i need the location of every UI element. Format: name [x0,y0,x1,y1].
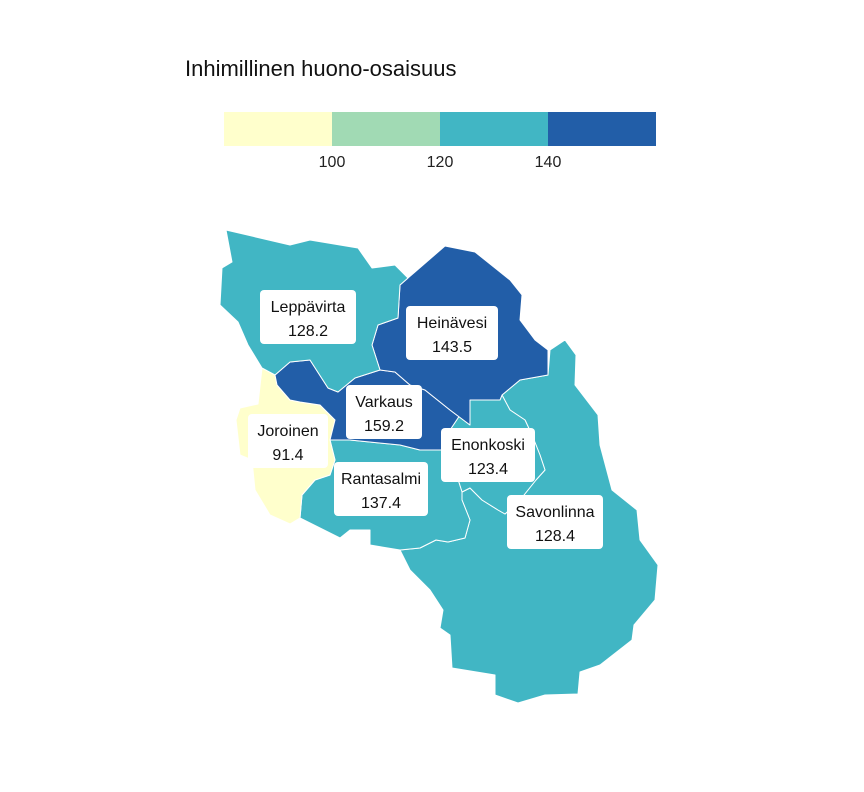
region-name: Varkaus [355,394,413,411]
label-box [441,428,535,482]
region-name: Savonlinna [515,504,594,521]
region-name: Heinävesi [417,315,487,332]
legend-swatch-1 [224,112,332,146]
region-value: 159.2 [364,418,404,435]
legend-swatch-2 [332,112,440,146]
region-value: 128.2 [288,323,328,340]
region-value: 91.4 [272,447,303,464]
legend-swatch-4 [548,112,656,146]
label-box [507,495,603,549]
region-value: 128.4 [535,528,575,545]
region-name: Enonkoski [451,437,525,454]
label-savonlinna: Savonlinna 128.4 [507,495,603,549]
color-legend [224,112,656,146]
label-rantasalmi: Rantasalmi 137.4 [334,462,428,516]
region-value: 137.4 [361,495,401,512]
label-heinavesi: Heinävesi 143.5 [406,306,498,360]
label-box [248,414,328,468]
legend-tick-120: 120 [426,154,454,171]
legend-tick-100: 100 [318,154,346,171]
label-box [346,385,422,439]
region-value: 123.4 [468,461,508,478]
label-box [334,462,428,516]
label-box [406,306,498,360]
label-leppavirta: Leppävirta 128.2 [260,290,356,344]
region-value: 143.5 [432,339,472,356]
label-box [260,290,356,344]
label-joroinen: Joroinen 91.4 [248,414,328,468]
map-title: Inhimillinen huono-osaisuus [185,56,457,81]
label-varkaus: Varkaus 159.2 [346,385,422,439]
region-name: Joroinen [257,423,318,440]
legend-tick-140: 140 [534,154,562,171]
label-enonkoski: Enonkoski 123.4 [441,428,535,482]
legend-swatch-3 [440,112,548,146]
region-name: Leppävirta [271,299,346,316]
region-name: Rantasalmi [341,471,421,488]
